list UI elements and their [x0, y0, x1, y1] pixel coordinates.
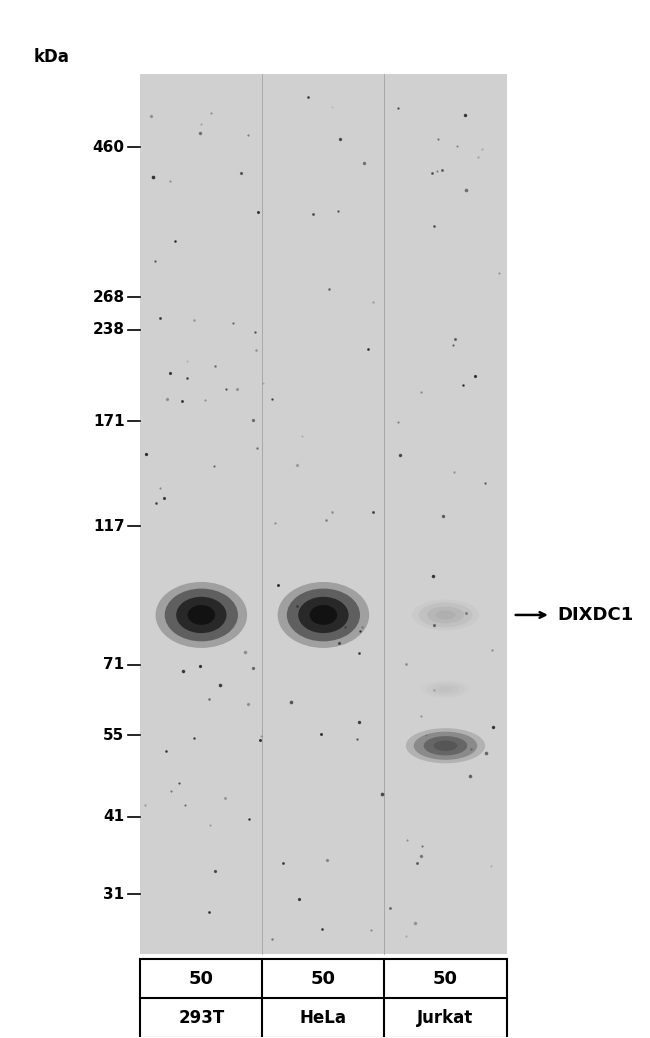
Ellipse shape: [164, 589, 238, 641]
Text: 55: 55: [103, 728, 125, 743]
Ellipse shape: [426, 682, 465, 696]
FancyBboxPatch shape: [140, 959, 506, 1038]
Text: 50: 50: [189, 969, 214, 987]
Ellipse shape: [414, 732, 477, 760]
Ellipse shape: [427, 606, 464, 624]
Text: 268: 268: [92, 290, 125, 304]
Text: DIXDC1: DIXDC1: [557, 606, 633, 624]
Ellipse shape: [188, 605, 215, 625]
Ellipse shape: [309, 605, 337, 625]
Text: 50: 50: [311, 969, 336, 987]
Text: Jurkat: Jurkat: [417, 1009, 474, 1027]
Ellipse shape: [432, 684, 459, 694]
Ellipse shape: [438, 686, 453, 692]
Ellipse shape: [419, 603, 473, 627]
Text: 293T: 293T: [178, 1009, 224, 1027]
Text: HeLa: HeLa: [300, 1009, 347, 1027]
Text: 238: 238: [92, 323, 125, 337]
Ellipse shape: [436, 610, 456, 620]
Text: 460: 460: [92, 140, 125, 155]
Ellipse shape: [287, 589, 360, 641]
Text: 41: 41: [103, 810, 125, 824]
Text: 171: 171: [93, 414, 125, 429]
Ellipse shape: [278, 582, 369, 648]
Ellipse shape: [421, 681, 470, 698]
Text: 31: 31: [103, 886, 125, 902]
Text: kDa: kDa: [34, 48, 70, 65]
Ellipse shape: [298, 597, 348, 633]
Ellipse shape: [412, 600, 479, 630]
FancyBboxPatch shape: [140, 74, 506, 954]
Ellipse shape: [434, 740, 458, 752]
Ellipse shape: [424, 736, 467, 756]
Text: 71: 71: [103, 657, 125, 673]
Text: 50: 50: [433, 969, 458, 987]
Ellipse shape: [406, 728, 485, 763]
Ellipse shape: [176, 597, 226, 633]
Ellipse shape: [155, 582, 247, 648]
Text: 117: 117: [93, 519, 125, 534]
